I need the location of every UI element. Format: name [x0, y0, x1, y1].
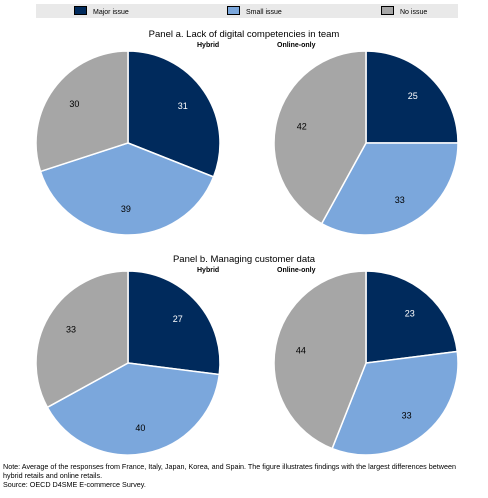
pie-b-online-value-small: 33: [402, 410, 412, 420]
panel-b-title: Panel b. Managing customer data: [172, 254, 316, 265]
pie-b-hybrid-value-small: 40: [135, 423, 145, 433]
legend-swatch-major: [74, 6, 87, 15]
legend-swatch-small: [227, 6, 240, 15]
legend-label-major: Major issue: [93, 9, 129, 16]
legend-item-small: Small issue: [227, 6, 282, 16]
pie-b-hybrid-value-major: 27: [173, 314, 183, 324]
pie-a-online-slice-no: [273, 50, 367, 225]
pie-a-hybrid-slice-no: [35, 50, 129, 173]
legend-label-small: Small issue: [246, 9, 282, 16]
pie-b-hybrid-slice-small: [46, 362, 221, 456]
legend-label-no: No issue: [400, 9, 428, 16]
chart-a-hybrid-label: Hybrid: [197, 42, 220, 49]
legend-swatch-no: [381, 6, 394, 15]
pie-a-online-value-no: 42: [297, 122, 307, 132]
pie-a-online-slice-small: [320, 142, 459, 236]
pie-b-hybrid-slice-no: [35, 270, 129, 409]
pie-a-hybrid-value-no: 30: [69, 99, 79, 109]
legend-item-no: No issue: [381, 6, 427, 16]
pie-a-online-value-major: 25: [408, 91, 418, 101]
pie-a-hybrid-value-major: 31: [178, 101, 188, 111]
pie-a-hybrid-slice-small: [39, 142, 215, 236]
pie-b-online-slice-small: [331, 350, 459, 456]
chart-a-online-label: Online-only: [277, 42, 316, 49]
pie-b-online-value-major: 23: [405, 308, 415, 318]
panel-a-title: Panel a. Lack of digital competencies in…: [148, 29, 340, 40]
pie-b-hybrid-slice-major: [127, 270, 221, 376]
pie-b-online-value-no: 44: [296, 346, 306, 356]
chart-b-online-label: Online-only: [277, 267, 316, 274]
pie-b-online-slice-no: [273, 270, 367, 450]
chart-b-hybrid-label: Hybrid: [197, 267, 220, 274]
note-line-1: Note: Average of the responses from Fran…: [3, 462, 456, 471]
note-line-2: hybrid retails and online retails.: [3, 471, 103, 480]
pie-a-online-slice-major: [365, 50, 459, 144]
footnote: Note: Average of the responses from Fran…: [3, 462, 487, 489]
pie-a-hybrid-slice-major: [127, 50, 221, 178]
source-line: Source: OECD D4SME E-commerce Survey.: [3, 480, 146, 489]
legend-item-major: Major issue: [74, 6, 129, 16]
pie-b-hybrid-value-no: 33: [66, 324, 76, 334]
pie-a-online-value-small: 33: [395, 195, 405, 205]
legend: Major issue Small issue No issue: [36, 4, 458, 18]
pie-b-online-slice-major: [365, 270, 459, 364]
pie-a-hybrid-value-small: 39: [121, 204, 131, 214]
